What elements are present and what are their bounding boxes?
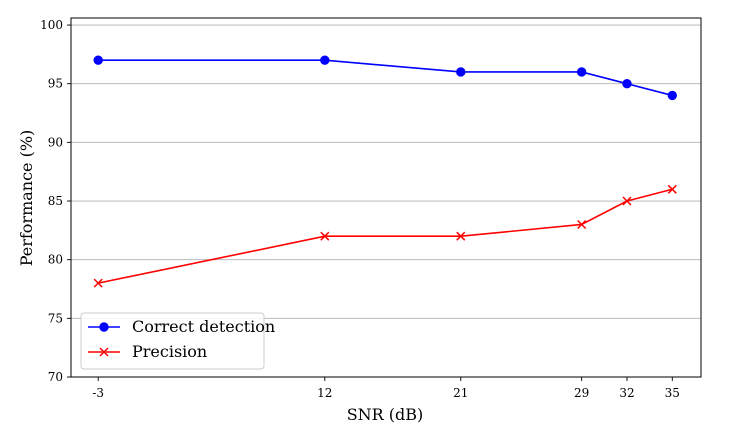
y-tick-label: 85: [48, 194, 63, 208]
marker-stroke: [320, 231, 330, 241]
series-line: [98, 188, 673, 284]
data-point: [93, 278, 103, 288]
legend: Correct detection Precision: [80, 312, 275, 370]
y-tick-label: 95: [48, 77, 63, 91]
x-tick-label: -3: [92, 386, 104, 400]
legend-entry: Correct detection: [88, 317, 275, 336]
x-tick-label: 12: [317, 386, 332, 400]
legend-label: Precision: [132, 342, 207, 361]
data-point: [456, 231, 466, 241]
x-tick-label: 35: [665, 386, 680, 400]
series-precision: [93, 184, 677, 288]
marker-stroke: [99, 347, 109, 357]
legend-box: [80, 312, 265, 370]
data-point: [576, 67, 587, 77]
marker-stroke: [456, 231, 466, 241]
legend-marker: [99, 322, 109, 332]
marker-stroke: [93, 278, 103, 288]
marker-stroke: [577, 219, 587, 230]
y-tick-label: 90: [48, 135, 63, 149]
axes: 70 75 80 85 90 95 100 -3 12 21 29 32 35: [40, 17, 702, 400]
data-point: [577, 219, 587, 230]
legend-entry: Precision: [88, 342, 207, 361]
series: [93, 55, 677, 288]
legend-marker: [99, 347, 109, 357]
data-point: [667, 90, 677, 101]
series-line: [98, 59, 673, 97]
data-point: [622, 196, 632, 206]
y-tick-label: 75: [48, 311, 63, 325]
marker-stroke: [667, 184, 677, 194]
x-tick-label: 29: [574, 386, 589, 400]
x-tick-label: 32: [619, 386, 634, 400]
data-point: [320, 231, 330, 241]
data-point: [456, 67, 466, 77]
series-correct-detection: [93, 55, 677, 101]
data-point: [667, 184, 677, 194]
x-axis-title: SNR (dB): [347, 405, 424, 424]
y-axis-title: Performance (%): [17, 130, 36, 267]
legend-label: Correct detection: [132, 317, 275, 336]
x-tick-label: 21: [453, 386, 468, 400]
data-point: [93, 55, 103, 65]
plot-frame: [70, 17, 702, 378]
data-point: [622, 78, 632, 89]
marker-stroke: [622, 196, 632, 206]
data-point: [320, 55, 330, 65]
y-tick-label: 80: [48, 253, 63, 267]
y-tick-label: 100: [40, 18, 63, 32]
y-tick-label: 70: [48, 370, 63, 384]
